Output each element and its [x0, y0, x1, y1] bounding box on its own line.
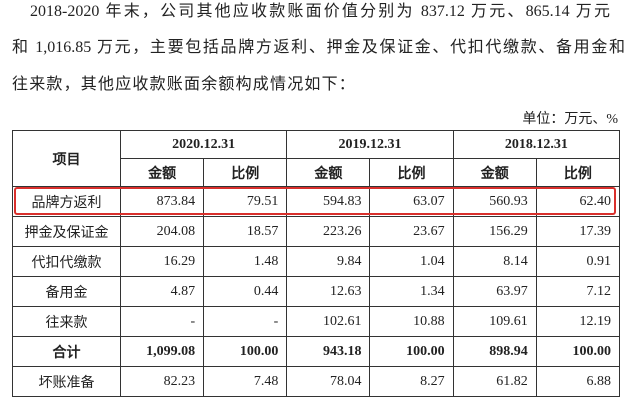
cell: 1.34	[369, 276, 454, 307]
cell: 873.84	[119, 186, 205, 217]
cell: 223.26	[286, 216, 371, 247]
paragraph-line: 和 1,016.85 万元，主要包括品牌方返利、押金及保证金、代扣代缴款、备用金…	[12, 39, 625, 56]
table-row: 代扣代缴款 16.29 1.48 9.84 1.04 8.14 0.91	[12, 246, 621, 277]
cell: 560.93	[452, 186, 537, 217]
cell: 7.48	[203, 366, 288, 397]
row-label: 坏账准备	[12, 366, 121, 397]
table-row: 备用金 4.87 0.44 12.63 1.34 63.97 7.12	[12, 276, 621, 307]
cell: 100.00	[369, 336, 454, 367]
cell: 8.27	[369, 366, 454, 397]
cell: 10.88	[369, 306, 454, 337]
year-header: 2020.12.31	[119, 130, 288, 159]
paragraph-line: 往来款，其他应收款账面余额构成情况如下：	[12, 76, 357, 93]
unit-note: 单位：万元、%	[522, 112, 618, 127]
cell: 82.23	[119, 366, 205, 397]
cell: 16.29	[119, 246, 205, 277]
table-row: 往来款 - -102.61 10.88 109.61 12.19	[12, 306, 621, 337]
sub-header: 金额	[286, 158, 371, 187]
header-row: 项目 2020.12.31 2019.12.31 2018.12.31	[12, 130, 621, 187]
row-label: 备用金	[12, 276, 121, 307]
row-label: 往来款	[12, 306, 121, 337]
cell: 1.48	[203, 246, 288, 277]
cell: 204.08	[119, 216, 205, 247]
cell: 9.84	[286, 246, 371, 277]
sub-header: 比例	[535, 158, 621, 187]
table-row: 押金及保证金 204.08 18.57 223.26 23.67 156.29 17.39	[12, 216, 621, 247]
table: 项目 2020.12.31 2019.12.31 2018.12.31 金额 比例 金额 比例…	[12, 130, 621, 397]
cell: 7.12	[535, 276, 621, 307]
row-label: 合计	[12, 336, 121, 367]
cell: 61.82	[452, 366, 537, 397]
cell: 1,099.08	[119, 336, 205, 367]
cell: 79.51	[203, 186, 288, 217]
row-label: 押金及保证金	[12, 216, 121, 247]
cell: 0.44	[203, 276, 288, 307]
cell: 6.88	[535, 366, 621, 397]
cell: 18.57	[203, 216, 288, 247]
cell: 12.19	[535, 306, 621, 337]
cell: 1.04	[369, 246, 454, 277]
year-header: 2018.12.31	[452, 130, 621, 159]
cell: 23.67	[369, 216, 454, 247]
cell: 4.87	[119, 276, 205, 307]
header-row: 金额 比例 金额 比例 金额 比例	[13, 158, 621, 187]
cell: 898.94	[452, 336, 537, 367]
table-row: 合计 1,099.08 100.00 943.18 100.00 898.94 100.00	[12, 336, 621, 367]
cell: -	[203, 306, 288, 337]
sub-header: 比例	[369, 158, 454, 187]
cell: 63.97	[452, 276, 537, 307]
cell: 156.29	[452, 216, 537, 247]
cell: 12.63	[286, 276, 371, 307]
cell: 100.00	[203, 336, 288, 367]
row-label: 品牌方返利	[12, 186, 121, 217]
cell: 8.14	[452, 246, 537, 277]
cell: 594.83	[286, 186, 371, 217]
cell: 78.04	[286, 366, 371, 397]
sub-header: 金额	[119, 158, 205, 187]
cell: 109.61	[452, 306, 537, 337]
header-cell: 项目	[12, 130, 121, 187]
highlight-box	[14, 187, 616, 215]
cell: 100.00	[535, 336, 621, 367]
cell: 17.39	[535, 216, 621, 247]
cell: -	[119, 306, 205, 337]
year-header: 2019.12.31	[286, 130, 454, 159]
cell: 102.61	[286, 306, 371, 337]
cell: 943.18	[286, 336, 371, 367]
sub-header: 比例	[203, 158, 288, 187]
row-label: 代扣代缴款	[12, 246, 121, 277]
cell: 0.91	[535, 246, 621, 277]
table-row: 坏账准备 82.23 7.48 78.04 8.27 61.82 6.88	[12, 366, 621, 397]
sub-header: 金额	[452, 158, 537, 187]
paragraph-line: 2018-2020 年末，公司其他应收款账面价值分别为 837.12 万元、86…	[30, 3, 610, 20]
